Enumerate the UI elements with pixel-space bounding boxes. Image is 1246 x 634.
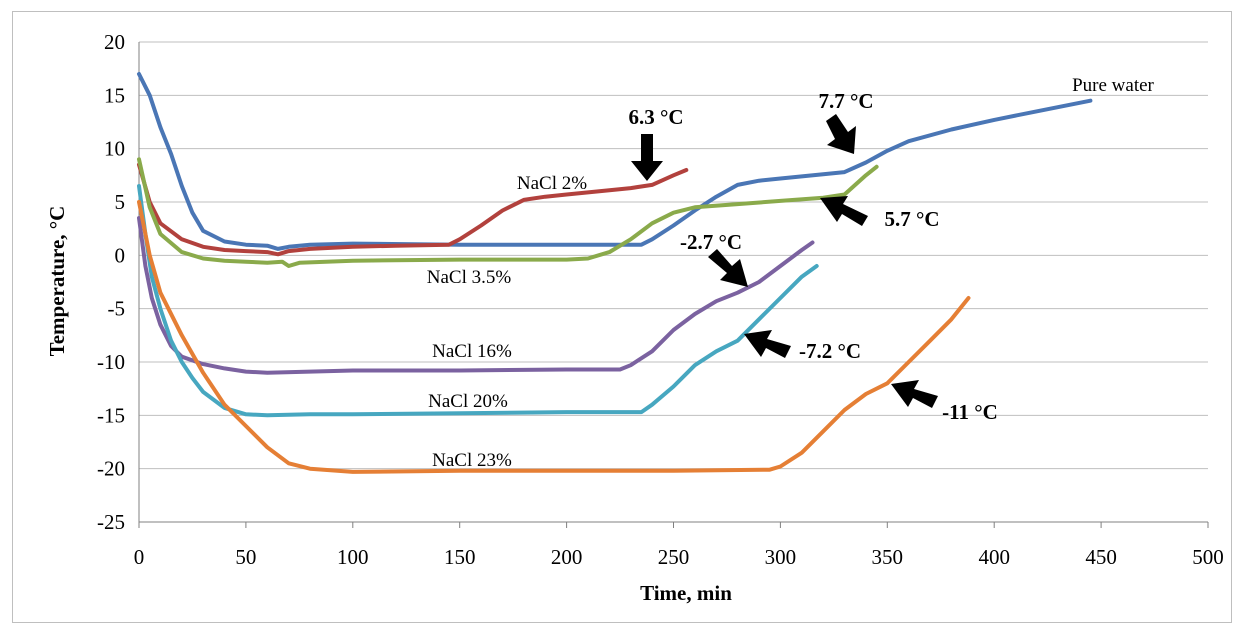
x-tick-label: 150	[444, 545, 476, 569]
arrow-icon	[631, 134, 663, 181]
chart-frame	[12, 11, 1232, 623]
series-lines	[137, 72, 1093, 474]
series-label-nacl-2: NaCl 2%	[517, 173, 587, 194]
x-tick-label: 250	[658, 545, 690, 569]
series-line-0	[137, 72, 1093, 251]
series-label-nacl-20: NaCl 20%	[428, 391, 508, 412]
arrow-neg-11: -11 °C	[891, 380, 998, 424]
arrow-neg-7-2: -7.2 °C	[744, 330, 861, 363]
y-tick-label: 5	[115, 190, 126, 214]
y-tick-label: 0	[115, 243, 126, 267]
arrow-icon	[826, 114, 856, 154]
x-axis-title: Time, min	[640, 581, 732, 605]
annotation-neg-11: -11 °C	[942, 400, 998, 424]
x-tick-label: 0	[134, 545, 145, 569]
arrow-5-7: 5.7 °C	[820, 196, 940, 231]
x-tick-label: 500	[1192, 545, 1224, 569]
series-line-1	[137, 162, 689, 257]
y-tick-label: -15	[97, 403, 125, 427]
annotation-6-3: 6.3 °C	[628, 105, 683, 129]
series-line-2	[137, 157, 879, 268]
y-tick-label: 20	[104, 30, 125, 54]
y-tick-label: 10	[104, 137, 125, 161]
annotation-neg-2-7: -2.7 °C	[680, 230, 742, 254]
series-line-4	[137, 184, 819, 418]
series-line-5	[137, 200, 971, 474]
x-tick-label: 100	[337, 545, 369, 569]
y-tick-label: -20	[97, 457, 125, 481]
series-line-3	[137, 216, 815, 375]
y-tick-label: -5	[108, 297, 126, 321]
x-tick-label: 300	[765, 545, 797, 569]
series-label-pure-water: Pure water	[1072, 75, 1154, 96]
x-tick-label: 50	[235, 545, 256, 569]
annotation-5-7: 5.7 °C	[884, 207, 939, 231]
arrow-icon	[891, 380, 938, 408]
arrow-icon	[820, 196, 868, 226]
y-tick-label: -10	[97, 350, 125, 374]
series-label-nacl-23: NaCl 23%	[432, 450, 512, 471]
series-label-nacl-16: NaCl 16%	[432, 341, 512, 362]
y-tick-label: -25	[97, 510, 125, 534]
series-label-nacl-3-5: NaCl 3.5%	[427, 267, 512, 288]
y-axis-title: Temperature, °C	[45, 206, 69, 357]
x-tick-label: 400	[978, 545, 1010, 569]
arrow-7-7: 7.7 °C	[818, 89, 874, 154]
arrow-6-3: 6.3 °C	[628, 105, 684, 181]
x-tick-label: 200	[551, 545, 583, 569]
axes	[138, 42, 1209, 528]
annotation-neg-7-2: -7.2 °C	[799, 339, 861, 363]
x-tick-label: 450	[1085, 545, 1117, 569]
arrow-neg-2-7: -2.7 °C	[680, 230, 748, 287]
arrow-icon	[744, 330, 791, 358]
arrow-icon	[708, 249, 748, 287]
x-tick-label: 350	[872, 545, 904, 569]
y-tick-label: 15	[104, 83, 125, 107]
annotation-7-7: 7.7 °C	[818, 89, 873, 113]
